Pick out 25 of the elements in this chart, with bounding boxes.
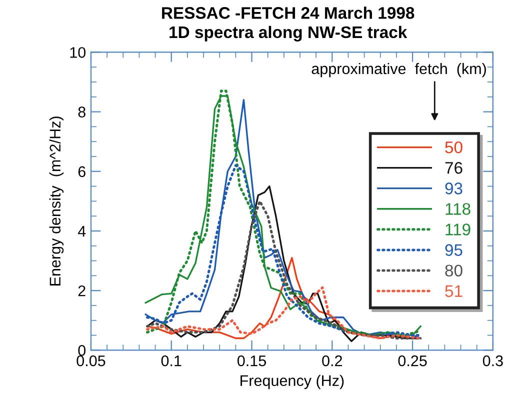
x-tick-label: 0.2 <box>322 355 342 366</box>
y-tick-label: 4 <box>78 226 86 237</box>
legend-label: 51 <box>445 285 462 298</box>
legend-title: approximative fetch (km) <box>312 62 486 78</box>
legend-label: 118 <box>446 203 470 215</box>
x-tick-label: 0.1 <box>161 355 182 366</box>
legend-label: 50 <box>445 141 462 154</box>
y-tick-label: 8 <box>78 106 86 118</box>
x-tick-label: 0.15 <box>237 355 266 366</box>
legend-label: 76 <box>445 162 462 174</box>
legend-label: 93 <box>445 182 462 194</box>
legend-label: 80 <box>445 264 462 276</box>
chart-subtitle: 1D spectra along NW-SE track <box>170 26 408 42</box>
x-tick-label: 0.05 <box>76 355 106 366</box>
legend-label: 119 <box>446 224 470 236</box>
x-tick-label: 0.25 <box>398 355 427 366</box>
y-axis-title: Energy density (m^2/Hz) <box>49 116 64 286</box>
y-tick-label: 10 <box>70 47 86 58</box>
chart-title: RESSAC -FETCH 24 March 1998 <box>162 6 414 19</box>
x-axis-title: Frequency (Hz) <box>240 374 344 390</box>
x-tick-label: 0.3 <box>482 355 503 366</box>
y-tick-label: 0 <box>78 345 86 356</box>
legend-label: 95 <box>445 244 462 256</box>
y-tick-label: 2 <box>78 285 86 296</box>
y-tick-label: 6 <box>78 166 86 178</box>
